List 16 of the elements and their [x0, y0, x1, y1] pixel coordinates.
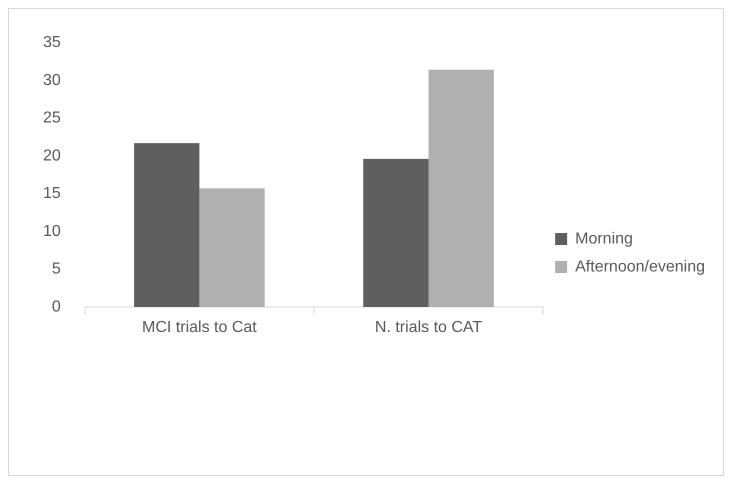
y-tick-label: 10	[43, 222, 61, 240]
x-tick-label: MCI trials to Cat	[142, 319, 258, 336]
x-tick-label: N. trials to CAT	[374, 319, 482, 336]
y-tick-label: 20	[43, 147, 61, 164]
legend-label: Morning	[575, 230, 633, 248]
y-tick-label: 0	[52, 298, 61, 316]
bar	[428, 70, 494, 307]
y-tick-label: 35	[43, 34, 61, 52]
y-tick-label: 25	[43, 110, 61, 127]
bar	[363, 158, 429, 307]
bar	[134, 143, 200, 307]
y-tick-label: 30	[43, 72, 61, 89]
legend-label: Afternoon/evening	[575, 258, 705, 276]
y-tick-label: 5	[52, 260, 61, 278]
bar	[199, 188, 265, 307]
y-tick-label: 15	[43, 185, 61, 202]
